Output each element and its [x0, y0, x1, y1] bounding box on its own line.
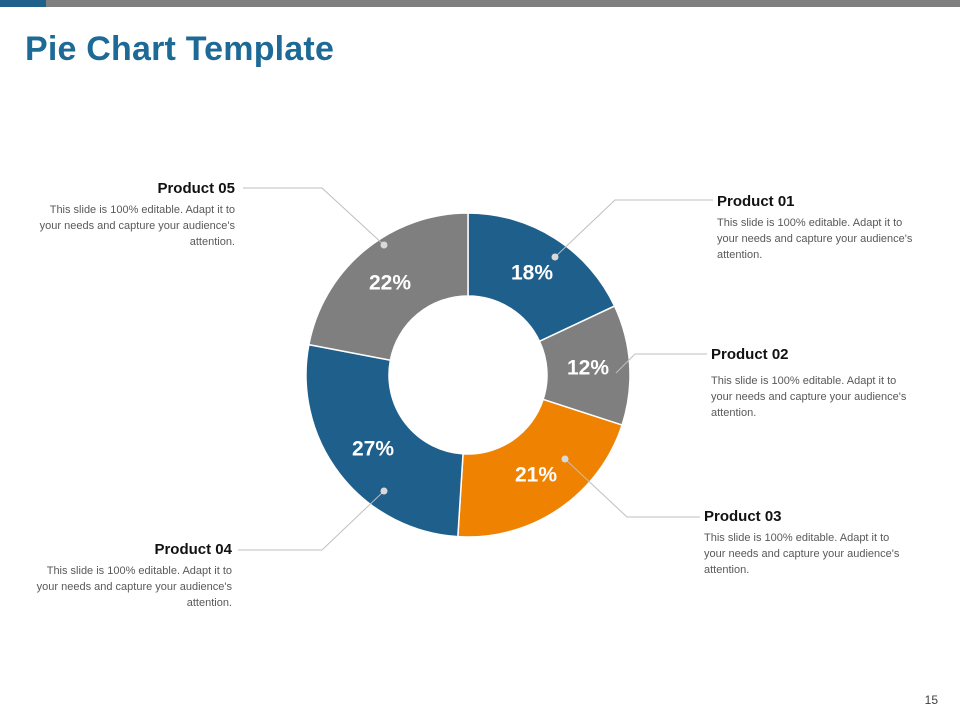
callout-description: This slide is 100% editable. Adapt it to…	[36, 565, 232, 609]
callout-description: This slide is 100% editable. Adapt it to…	[39, 204, 235, 248]
data-labels-layer: 18% 12% 21% 27% 22%	[352, 262, 609, 487]
leader-dot-product-05	[380, 241, 388, 249]
data-label-product-01: 18%	[511, 262, 553, 285]
top-accent-bar	[0, 0, 46, 7]
data-label-product-02: 12%	[567, 357, 609, 380]
leader-dot-product-03	[561, 455, 569, 463]
callout-title: Product 05	[157, 180, 235, 197]
data-label-product-05: 22%	[369, 272, 411, 295]
data-label-product-04: 27%	[352, 438, 394, 461]
callout-product-03: Product 03 This slide is 100% editable. …	[704, 508, 904, 578]
callout-title: Product 01	[717, 193, 795, 210]
leader-line-product-02	[615, 353, 707, 374]
callout-title: Product 04	[154, 541, 232, 558]
leader-line-product-03	[564, 458, 700, 518]
callout-product-04: Product 04 This slide is 100% editable. …	[32, 541, 232, 611]
callout-title: Product 02	[711, 346, 789, 363]
donut-slice-product-03	[457, 398, 624, 538]
callout-description: This slide is 100% editable. Adapt it to…	[704, 532, 900, 576]
callout-product-02: Product 02 This slide is 100% editable. …	[711, 346, 911, 421]
leader-line-product-05	[243, 187, 385, 246]
data-label-product-03: 21%	[515, 464, 557, 487]
callout-title: Product 03	[704, 508, 782, 525]
callout-description: This slide is 100% editable. Adapt it to…	[711, 375, 907, 419]
callout-product-05: Product 05 This slide is 100% editable. …	[35, 180, 235, 250]
top-bar	[0, 0, 960, 7]
leader-line-product-04	[238, 490, 385, 551]
callout-description: This slide is 100% editable. Adapt it to…	[717, 217, 913, 261]
donut-slice-product-04	[305, 343, 464, 538]
leader-line-product-01	[554, 199, 713, 258]
leader-dot-product-01	[551, 253, 559, 261]
leader-dot-product-04	[380, 487, 388, 495]
callout-product-01: Product 01 This slide is 100% editable. …	[717, 193, 917, 263]
donut-slice-product-05	[307, 212, 469, 362]
slices-layer	[305, 212, 631, 538]
donut-slice-product-01	[467, 212, 616, 343]
page-number: 15	[924, 693, 938, 707]
page-title: Pie Chart Template	[25, 30, 335, 68]
leader-lines-layer	[238, 187, 713, 551]
